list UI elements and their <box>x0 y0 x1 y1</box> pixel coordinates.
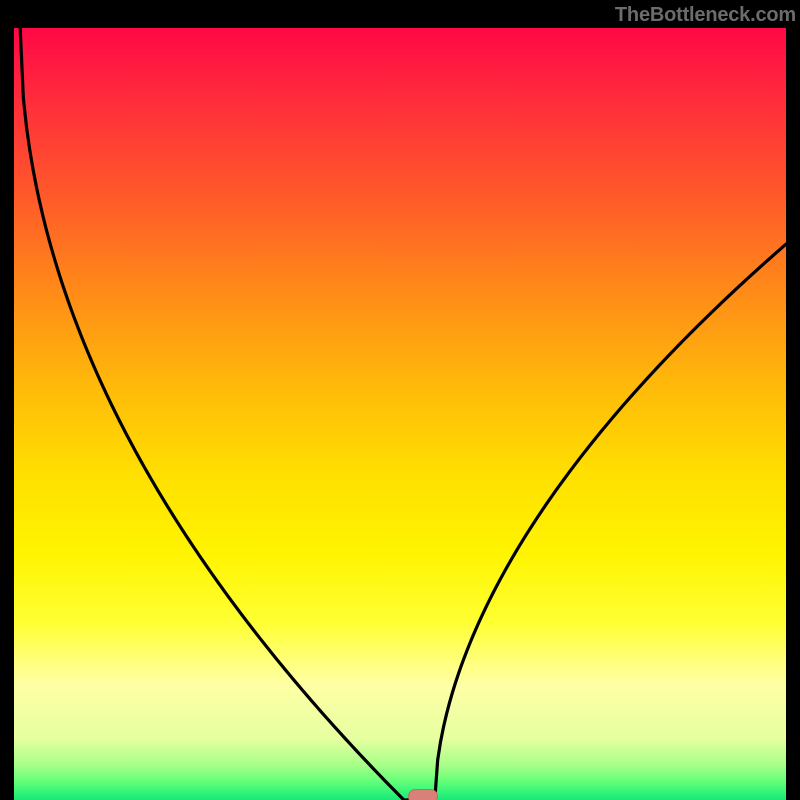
plot-gradient-background <box>14 28 786 800</box>
chart-stage: TheBottleneck.com <box>0 0 800 800</box>
watermark-text: TheBottleneck.com <box>615 4 796 27</box>
optimal-point-marker <box>408 789 438 800</box>
